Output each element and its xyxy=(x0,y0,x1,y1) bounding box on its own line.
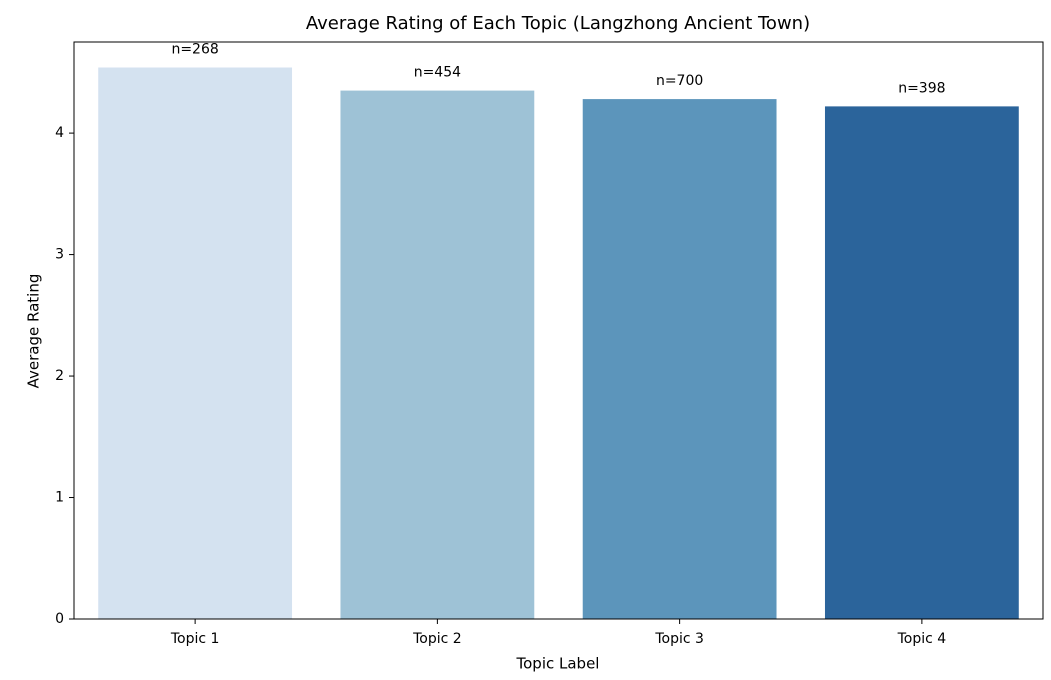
x-tick-label: Topic 2 xyxy=(412,631,462,647)
y-tick-label: 1 xyxy=(55,490,64,506)
plot-frame xyxy=(73,41,1044,620)
y-tick-label: 2 xyxy=(55,368,64,384)
bar xyxy=(340,90,535,619)
y-tick-label: 4 xyxy=(55,125,64,141)
bar-label: n=268 xyxy=(171,42,218,58)
bar-label: n=700 xyxy=(656,73,703,89)
bar-label: n=398 xyxy=(898,80,945,96)
y-axis-label: Average Rating xyxy=(25,274,43,389)
y-tick-label: 0 xyxy=(55,611,64,627)
bar-label: n=454 xyxy=(414,65,461,81)
bar xyxy=(824,106,1019,620)
bar xyxy=(98,67,293,620)
chart-title: Average Rating of Each Topic (Langzhong … xyxy=(306,13,810,34)
x-tick-label: Topic 3 xyxy=(654,631,704,647)
y-tick-label: 3 xyxy=(55,247,64,263)
x-tick-label: Topic 4 xyxy=(897,631,947,647)
bar xyxy=(582,99,777,619)
x-tick-label: Topic 1 xyxy=(170,631,220,647)
x-axis-label: Topic Label xyxy=(516,655,600,673)
